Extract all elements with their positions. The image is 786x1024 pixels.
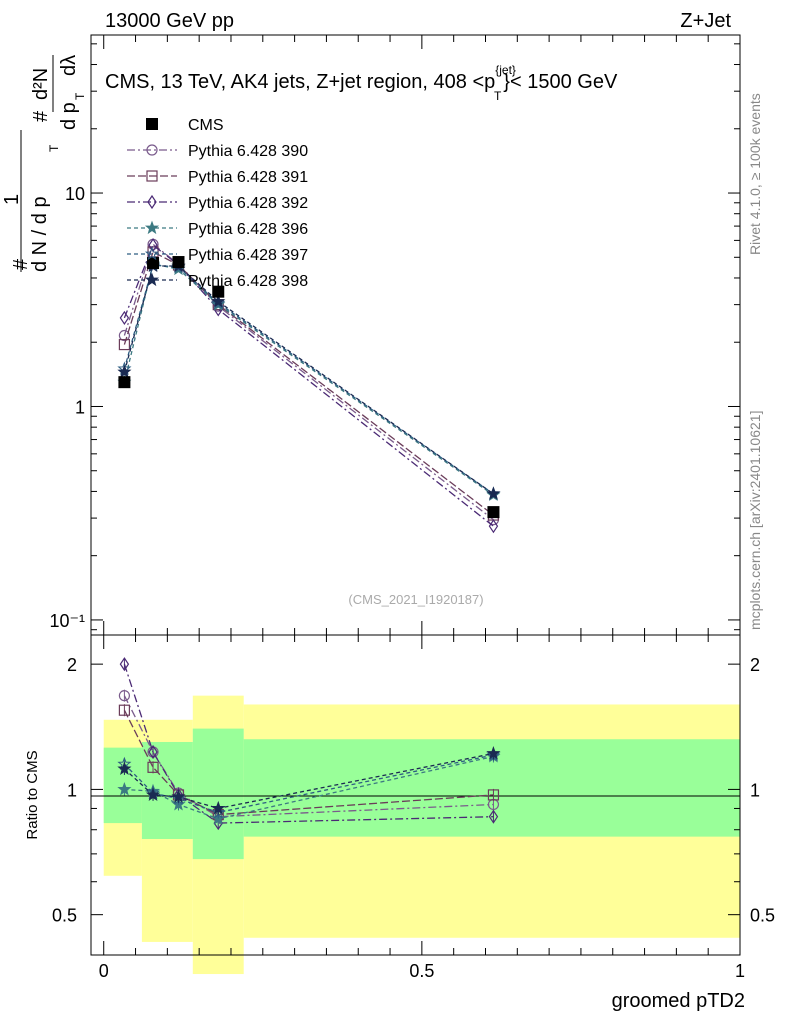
ratio-uncertainty-bands [103,695,741,975]
main-x-ticks [103,35,741,635]
main-series-line [123,250,494,516]
ratio-series-point [171,789,186,803]
ylabel-dlambda: dλ [58,55,80,76]
main-series-line [123,265,494,495]
ratio-y-axis: 0.5 0.5 1 1 2 2 [52,655,775,956]
process-label: Z+Jet [680,10,731,32]
ratio-x-tick-label: 0 [99,961,109,981]
mcplots-label: mcplots.cern.ch [arXiv:2401.10621] [747,411,763,630]
main-y-tick-label: 10 [65,184,85,204]
legend-label: Pythia 6.428 398 [188,273,308,290]
main-series-line [123,264,494,495]
title-sup: {jet} [495,63,516,77]
title-prefix: CMS, 13 TeV, AK4 jets, Z+jet region, 408… [105,71,495,93]
ylabel-t-2: T [73,92,87,100]
ratio-series-point [487,789,500,801]
main-series-line [123,263,494,496]
ratio-y-tick-label-right: 2 [750,655,760,675]
ratio-y-tick-label: 2 [67,655,77,675]
ratio-x-tick-label: 1 [735,961,745,981]
ratio-panel: 0.5 0.51 12 2 0 0.5 1 Ratio to CMS groomed pT… [24,634,775,1012]
ratio-series-point [148,744,158,760]
ratio-y-tick-label: 1 [67,780,77,800]
legend-marker [144,246,160,261]
ratio-x-axis: 0 0.5 1 [99,635,745,981]
ylabel-one: 1 [1,194,23,205]
ratio-y-tick-label: 0.5 [52,906,77,926]
ratio-series-point [117,781,132,796]
main-series-point [119,310,130,325]
rivet-version-label: Rivet 4.1.0, ≥ 100k events [747,93,763,255]
ratio-frame [90,634,741,956]
ratio-plot-area [117,657,501,831]
cms-data-point [212,285,225,298]
main-series-point [488,519,499,534]
main-y-tick-label: 1 [75,397,85,417]
analysis-watermark: (CMS_2021_I1920187) [348,592,483,607]
main-series-point [486,486,501,500]
legend-marker [146,170,158,182]
legend-marker [144,220,160,235]
legend-series: Pythia 6.428 390 Pythia 6.428 391 Pythia 6… [127,143,308,290]
ratio-series-point [118,690,131,702]
ratio-series-point [118,704,131,716]
x-axis-label: groomed pTD2 [612,990,745,1012]
ylabel-t-1: T [47,144,61,152]
legend-label: Pythia 6.428 396 [188,221,308,238]
ratio-y-label: Ratio to CMS [24,750,41,839]
ratio-y-tick-label-right: 0.5 [750,906,775,926]
legend-cms-label: CMS [188,117,224,134]
ylabel-dpt: d p [58,102,80,130]
main-y-axis: 10⁻¹ 1 10 [49,43,740,631]
ratio-series-point [145,787,161,802]
legend-marker [146,144,158,156]
chart-title: CMS, 13 TeV, AK4 jets, Z+jet region, 408… [105,63,618,103]
ratio-y-tick-label-right: 1 [750,780,760,800]
main-series-point [117,364,132,379]
ratio-series-point [211,805,226,819]
ratio-series-point [119,657,130,672]
ratio-series-point [211,800,226,815]
legend-marker [144,272,160,287]
main-y-label: # 1 d N / d p T # d²N d p T dλ [1,55,87,272]
legend-cms-marker [146,118,158,130]
main-series-point [211,294,226,308]
legend-label: Pythia 6.428 391 [188,169,308,186]
main-series-point [118,338,131,351]
cms-data-point [487,506,500,519]
title-suffix: }< 1500 GeV [503,71,618,93]
cms-data-point [147,257,160,270]
main-series-point [118,329,131,342]
title-sub: T [494,89,502,103]
ratio-x-tick-label: 0.5 [409,961,434,981]
main-y-tick-label: 10⁻¹ [49,611,85,631]
cms-data-point [118,376,131,389]
main-panel: 10⁻¹ 1 10 CMS, 13 TeV, AK4 jets, Z+jet reg… [1,34,741,636]
cms-data-point [172,256,185,269]
legend-label: Pythia 6.428 392 [188,195,308,212]
main-series-line [123,244,494,527]
legend-label: Pythia 6.428 390 [188,143,308,160]
ratio-series-point [147,761,159,773]
legend-label: Pythia 6.428 397 [188,247,308,264]
ratio-band-green [103,747,142,824]
energy-label: 13000 GeV pp [105,10,234,32]
ylabel-hash-2: # [30,110,52,122]
main-series-line [123,243,494,521]
ratio-series-point [486,746,501,760]
ratio-band-green [192,728,244,860]
ylabel-d2n: d²N [30,68,52,100]
ylabel-dn: d N / d p [29,196,51,272]
ratio-series-point [117,761,132,775]
ratio-series-point [488,809,499,824]
legend-marker [147,194,157,210]
main-plot-area [117,238,501,534]
